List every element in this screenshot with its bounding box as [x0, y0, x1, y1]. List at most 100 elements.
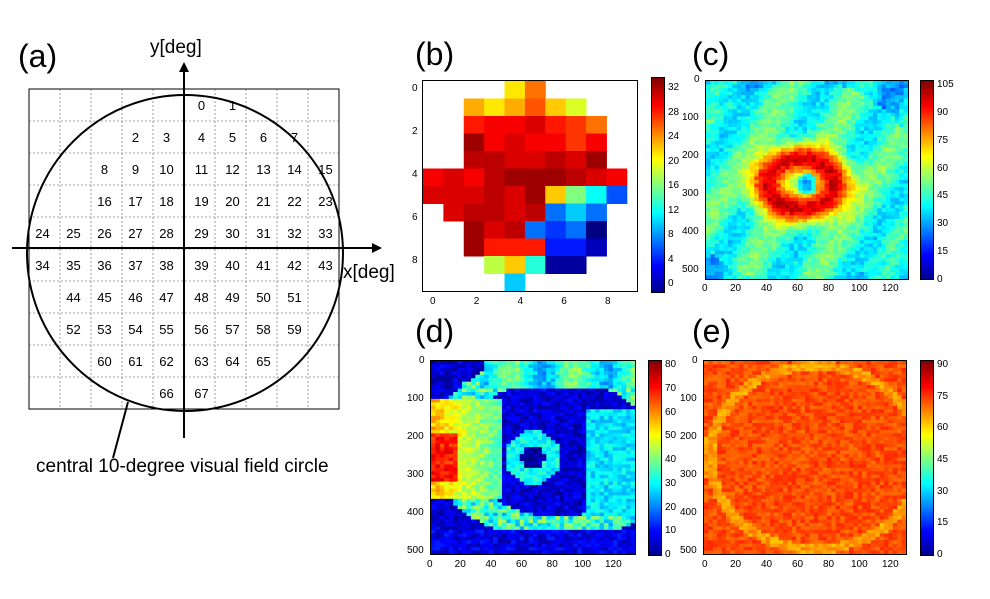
heatmap-cell [630, 405, 635, 410]
heatmap-cell [621, 509, 627, 514]
heatmap-cell [855, 109, 861, 114]
heatmap-cell [612, 457, 618, 462]
heatmap-cell [890, 119, 896, 125]
heatmap-cell [595, 364, 601, 369]
heatmap-cell [431, 519, 437, 524]
heatmap-cell [510, 367, 516, 372]
heatmap-cell [524, 436, 530, 441]
heatmap-cell [572, 454, 578, 459]
heatmap-cell [431, 505, 437, 510]
heatmap-cell [479, 433, 485, 438]
heatmap-cell [855, 144, 861, 149]
heatmap-cell [881, 218, 887, 224]
heatmap-cell [815, 268, 821, 273]
heatmap-cell [621, 460, 627, 465]
heatmap-cell [842, 264, 848, 269]
heatmap-cell [802, 233, 808, 238]
heatmap-cell [559, 392, 565, 397]
heatmap-cell [837, 218, 843, 224]
heatmap-cell [572, 443, 578, 448]
heatmap-cell [577, 371, 583, 376]
heatmap-cell [555, 481, 561, 486]
heatmap-cell [802, 155, 808, 160]
heatmap-cell [564, 454, 570, 459]
heatmap-cell [785, 180, 791, 185]
heatmap-cell [745, 144, 751, 149]
heatmap-cell [754, 141, 760, 146]
heatmap-cell [727, 169, 733, 174]
heatmap-cell [564, 364, 570, 369]
heatmap-cell [899, 254, 905, 259]
heatmap-cell [890, 172, 896, 178]
heatmap-cell [802, 215, 808, 220]
heatmap-cell [497, 388, 503, 393]
heatmap-cell [828, 126, 834, 132]
heatmap-cell [872, 240, 878, 245]
heatmap-cell [877, 183, 883, 188]
heatmap-cell [780, 204, 786, 209]
heatmap-cell [546, 361, 552, 366]
heatmap-cell [524, 388, 530, 393]
heatmap-cell [617, 498, 623, 503]
heatmap-cell [533, 416, 539, 421]
heatmap-cell [877, 254, 883, 259]
heatmap-cell [497, 471, 503, 476]
heatmap-cell [630, 388, 635, 393]
heatmap-cell [466, 509, 472, 514]
heatmap-cell [466, 436, 472, 441]
heatmap-cell [457, 423, 463, 428]
heatmap-cell [630, 433, 635, 438]
heatmap-cell [510, 426, 516, 431]
heatmap-cell [723, 229, 729, 234]
heatmap-cell [732, 268, 738, 273]
heatmap-cell [745, 81, 751, 86]
heatmap-cell [780, 180, 786, 185]
heatmap-cell [842, 151, 848, 156]
heatmap-cell [811, 236, 817, 241]
heatmap-cell [493, 474, 499, 479]
heatmap-cell [811, 222, 817, 227]
heatmap-cell [859, 190, 865, 195]
heatmap-cell [448, 464, 454, 469]
heatmap-cell [515, 361, 521, 366]
heatmap-cell [506, 440, 512, 445]
heatmap-cell [846, 98, 852, 103]
heatmap-cell [741, 208, 747, 213]
heatmap-cell [546, 450, 552, 455]
heatmap-cell [859, 84, 865, 89]
heatmap-cell [780, 211, 786, 216]
heatmap-cell [749, 102, 755, 107]
heatmap-cell [758, 194, 764, 199]
heatmap-cell [894, 190, 900, 195]
heatmap-cell [524, 491, 530, 497]
heatmap-cell [828, 180, 834, 185]
heatmap-cell [466, 361, 472, 366]
heatmap-cell [617, 509, 623, 514]
heatmap-cell [577, 419, 583, 424]
heatmap-cell [868, 218, 874, 224]
heatmap-cell [767, 137, 773, 142]
heatmap-cell [894, 116, 900, 121]
heatmap-cell [758, 211, 764, 216]
heatmap-cell [824, 134, 830, 139]
heatmap-cell [431, 385, 437, 390]
heatmap-cell [457, 361, 463, 366]
heatmap-cell [780, 240, 786, 245]
heatmap-cell [537, 481, 543, 486]
heatmap-cell [886, 81, 892, 86]
heatmap-cell [824, 254, 830, 259]
heatmap-cell [572, 512, 578, 517]
heatmap-cell [793, 165, 799, 170]
heatmap-cell [842, 194, 848, 199]
heatmap-cell [572, 502, 578, 507]
heatmap-cell [894, 183, 900, 188]
heatmap-cell [789, 126, 795, 132]
heatmap-cell [510, 374, 516, 379]
heatmap-cell [475, 481, 481, 486]
heatmap-cell [732, 172, 738, 178]
heatmap-cell [466, 392, 472, 397]
heatmap-cell [501, 409, 507, 414]
heatmap-cell [515, 516, 521, 521]
x-tick-label: 120 [882, 283, 899, 294]
heatmap-cell [780, 162, 786, 167]
